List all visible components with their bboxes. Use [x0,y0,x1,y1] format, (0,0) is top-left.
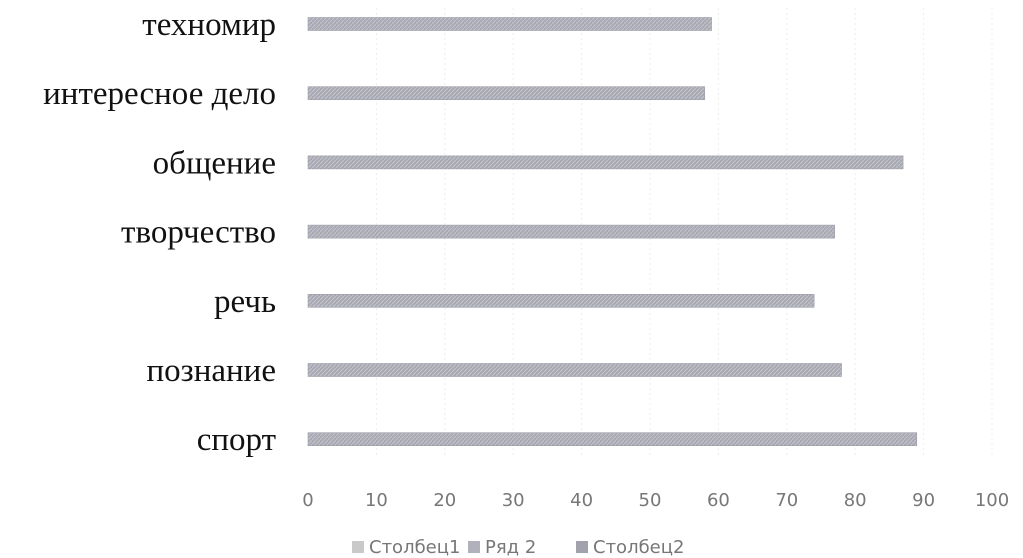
x-tick-label: 10 [365,490,388,511]
legend-item: Ряд 2 [468,537,536,558]
x-tick-label: 80 [844,490,867,511]
bar [307,155,904,170]
bar [307,363,842,377]
x-tick-label: 0 [302,490,313,511]
x-tick-label: 30 [502,490,525,511]
x-tick-label: 70 [775,490,798,511]
legend-swatch [468,541,480,553]
x-tick-label: 90 [912,490,935,511]
x-tick-label: 40 [570,490,593,511]
category-label: речь [214,284,276,320]
x-tick-label: 50 [639,490,662,511]
x-axis-tick-labels: 0 10 20 30 40 50 60 70 80 90 100 [302,490,1009,511]
category-label: спорт [197,422,276,458]
legend: Столбец1 Ряд 2 Столбец2 [352,537,684,558]
category-label: познание [147,353,276,389]
legend-label: Столбец1 [369,537,460,558]
bars [307,17,918,447]
category-labels: техномир интересное дело общение творчество… [43,7,276,458]
x-tick-label: 60 [707,490,730,511]
legend-swatch [352,541,364,553]
legend-item: Столбец2 [576,537,684,558]
legend-label: Ряд 2 [485,537,536,558]
bar [307,293,815,308]
category-label: общение [153,145,276,181]
bar [307,17,712,31]
x-tick-label: 20 [433,490,456,511]
bar [307,224,835,239]
bar [307,86,706,100]
category-label: творчество [121,215,276,251]
bar [307,432,918,447]
category-label: интересное дело [43,76,276,112]
x-tick-label: 100 [975,490,1009,511]
legend-label: Столбец2 [593,537,684,558]
category-label: техномир [142,7,276,43]
legend-item: Столбец1 [352,537,460,558]
legend-swatch [576,541,588,553]
